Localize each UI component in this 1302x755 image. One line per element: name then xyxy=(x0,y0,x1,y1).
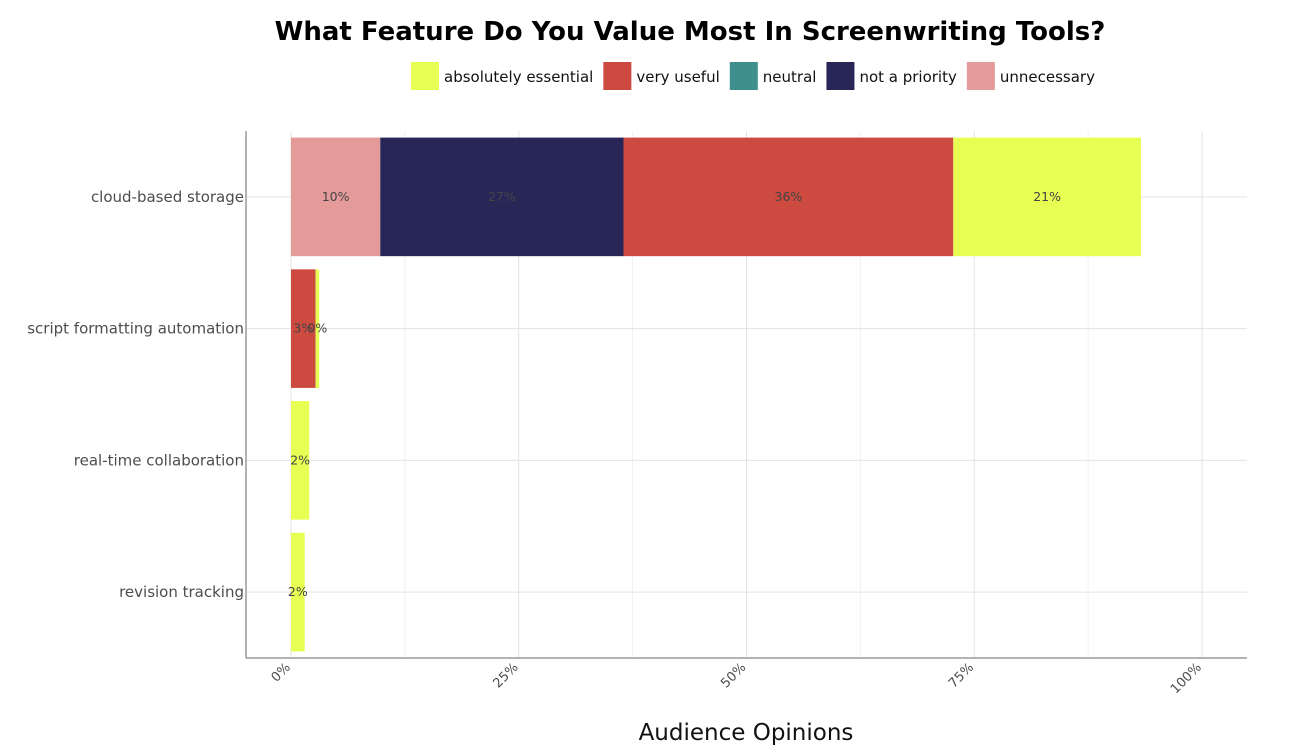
legend-swatch xyxy=(729,62,758,90)
legend-item-unnecessary: unnecessary xyxy=(966,62,1095,90)
legend-swatch xyxy=(826,62,855,90)
x-tick-label: 50% xyxy=(718,660,749,691)
legend-label: not a priority xyxy=(859,68,957,86)
data-label-script-formatting-automation-very-useful: 3% xyxy=(293,321,313,336)
legend-label: very useful xyxy=(636,68,719,86)
chart-title: What Feature Do You Value Most In Screen… xyxy=(275,17,1106,47)
axes xyxy=(245,131,1247,659)
bar-cloud-based-storage-not-a-priority xyxy=(380,137,624,257)
legend-item-neutral: neutral xyxy=(729,62,817,90)
bar-revision-tracking-absolutely-essential xyxy=(291,532,305,652)
bar-cloud-based-storage-absolutely-essential xyxy=(953,137,1141,257)
x-tick-label: 75% xyxy=(946,660,977,691)
bar-real-time-collaboration-absolutely-essential xyxy=(291,401,310,520)
legend-swatch xyxy=(966,62,995,90)
x-tick-label: 100% xyxy=(1168,660,1205,697)
y-tick-label-script-formatting-automation: script formatting automation xyxy=(27,320,244,338)
data-label-cloud-based-storage-not-a-priority: 27% xyxy=(488,189,516,204)
bar-script-formatting-automation-absolutely-essential xyxy=(315,269,320,388)
legend-label: neutral xyxy=(763,68,817,86)
data-labels: 10% 27% 36% 21% 3%0% 2% 2% xyxy=(288,189,1061,599)
y-tick-label-cloud-based-storage: cloud-based storage xyxy=(91,188,244,206)
data-label-real-time-collaboration-absolutely-essential: 2% xyxy=(290,452,310,467)
data-label-cloud-based-storage-very-useful: 36% xyxy=(775,189,803,204)
legend-label: unnecessary xyxy=(1000,68,1095,86)
x-tick-label: 25% xyxy=(491,660,522,691)
legend: absolutely essential very useful neutral no… xyxy=(411,62,1095,90)
x-tick-label: 0% xyxy=(269,660,294,685)
bar-cloud-based-storage-unnecessary xyxy=(291,137,381,257)
bars xyxy=(291,137,1141,652)
data-label-revision-tracking-absolutely-essential: 2% xyxy=(288,584,308,599)
x-axis-labels: 0% 25% 50% 75% 100% xyxy=(269,660,1205,697)
legend-item-absolutely-essential: absolutely essential xyxy=(411,62,593,90)
bar-cloud-based-storage-very-useful xyxy=(623,137,954,257)
legend-swatch xyxy=(603,62,632,90)
legend-swatch xyxy=(411,62,440,90)
y-tick-label-revision-tracking: revision tracking xyxy=(119,583,244,601)
data-label-script-formatting-automation-absolutely-essential: 0% xyxy=(307,321,327,336)
legend-item-very-useful: very useful xyxy=(603,62,720,90)
y-tick-label-real-time-collaboration: real-time collaboration xyxy=(74,451,244,469)
y-axis-labels: cloud-based storage script formatting aut… xyxy=(27,188,244,601)
bar-script-formatting-automation-very-useful xyxy=(291,269,316,388)
legend-label: absolutely essential xyxy=(444,68,593,86)
x-axis-title: Audience Opinions xyxy=(639,720,854,746)
legend-item-not-a-priority: not a priority xyxy=(826,62,957,90)
data-label-cloud-based-storage-absolutely-essential: 21% xyxy=(1033,189,1061,204)
data-label-cloud-based-storage-unnecessary: 10% xyxy=(322,189,350,204)
